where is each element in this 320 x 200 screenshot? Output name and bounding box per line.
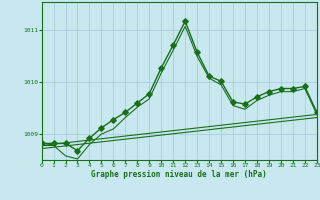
X-axis label: Graphe pression niveau de la mer (hPa): Graphe pression niveau de la mer (hPa)	[91, 170, 267, 179]
